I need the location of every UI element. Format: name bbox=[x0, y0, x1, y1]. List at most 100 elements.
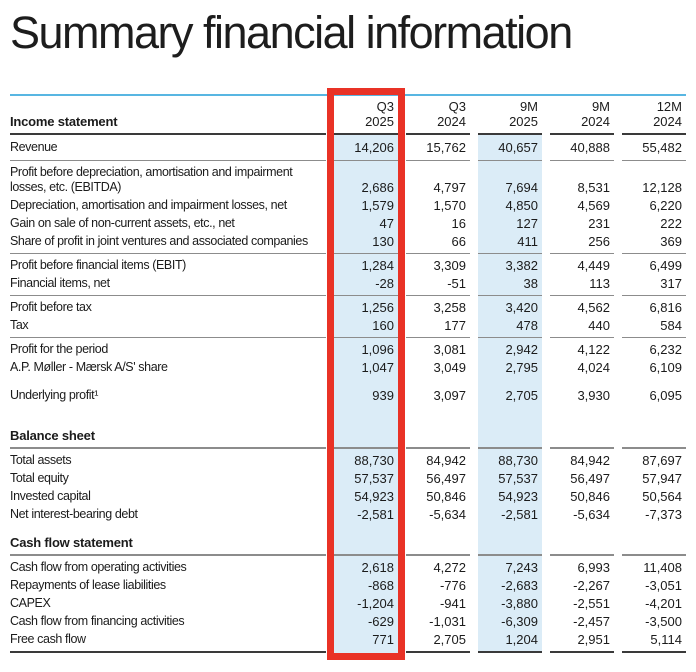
row-label: Total equity bbox=[10, 470, 69, 485]
value-cell: -629 bbox=[334, 612, 398, 631]
value-cell: 14,206 bbox=[334, 135, 398, 161]
value-cell: 4,024 bbox=[577, 360, 610, 375]
column-header-9m-2025: 9M 2025 bbox=[478, 96, 542, 135]
value-cell: 584 bbox=[622, 317, 686, 338]
row-label: A.P. Møller - Mærsk A/S' share bbox=[10, 360, 168, 374]
row-label: Financial items, net bbox=[10, 275, 326, 296]
value-cell: 113 bbox=[550, 275, 614, 296]
value-cell: 4,272 bbox=[433, 560, 466, 575]
column-year: 2024 bbox=[653, 114, 682, 129]
column-year: 2024 bbox=[437, 114, 466, 129]
value-cell: 1,047 bbox=[334, 358, 398, 377]
column-year: 2024 bbox=[581, 114, 610, 129]
value-cell: -2,457 bbox=[573, 614, 610, 629]
section-heading: Cash flow statement bbox=[10, 523, 326, 556]
value-cell: 55,482 bbox=[622, 135, 686, 161]
table-row-lease-repayments: Repayments of lease liabilities -868 -77… bbox=[10, 576, 686, 595]
table-row-ebitda: Profit before depreciation, amortisation… bbox=[10, 161, 686, 197]
value-cell: 54,923 bbox=[334, 487, 398, 505]
financial-table: Income statement Q3 2025 Q3 2024 9M 2025 9M… bbox=[2, 96, 694, 653]
row-label: Share of profit in joint ventures and as… bbox=[10, 233, 326, 254]
value-cell: 87,697 bbox=[642, 452, 682, 468]
table-row-share-of-profit: Share of profit in joint ventures and as… bbox=[10, 232, 686, 254]
value-cell: 478 bbox=[478, 316, 542, 338]
value-cell: 2,942 bbox=[478, 338, 542, 359]
value-cell: 4,850 bbox=[478, 196, 542, 215]
value-cell: 15,762 bbox=[406, 135, 470, 161]
value-cell: 2,951 bbox=[550, 631, 614, 653]
value-cell: 57,947 bbox=[642, 470, 682, 486]
value-cell: 4,562 bbox=[577, 300, 610, 315]
value-cell: -1,204 bbox=[334, 594, 398, 613]
table-row-profit-before-tax: Profit before tax 1,256 3,258 3,420 4,56… bbox=[10, 296, 686, 317]
column-period: 9M bbox=[591, 99, 610, 114]
row-label: CAPEX bbox=[10, 596, 51, 610]
value-cell: -3,051 bbox=[645, 578, 682, 593]
value-cell: 440 bbox=[550, 317, 614, 338]
value-cell: 3,081 bbox=[433, 342, 466, 357]
value-cell: 1,284 bbox=[334, 254, 398, 275]
table-row-capex: CAPEX -1,204 -941 -3,880 -2,551 -4,201 bbox=[10, 594, 686, 613]
column-period: Q3 bbox=[448, 99, 466, 114]
value-cell: 369 bbox=[622, 233, 686, 254]
table-row-underlying-profit: Underlying profit¹ 939 3,097 2,705 3,930… bbox=[10, 386, 686, 405]
table-row-depreciation: Depreciation, amortisation and impairmen… bbox=[10, 196, 686, 215]
section-heading-row-cash-flow: Cash flow statement bbox=[10, 523, 686, 556]
value-cell: 6,993 bbox=[577, 560, 610, 575]
table-row-gain-on-sale: Gain on sale of non-current assets, etc.… bbox=[10, 214, 686, 233]
column-period: 12M bbox=[656, 99, 682, 114]
section-heading: Balance sheet bbox=[10, 405, 326, 449]
value-cell: -1,031 bbox=[429, 614, 466, 629]
value-cell: 11,408 bbox=[643, 560, 682, 575]
value-cell: 231 bbox=[588, 216, 610, 231]
value-cell: -2,267 bbox=[573, 578, 610, 593]
value-cell: 4,797 bbox=[433, 180, 466, 195]
value-cell: 66 bbox=[406, 233, 470, 254]
value-cell: -4,201 bbox=[645, 596, 682, 611]
table-row-apmm-share: A.P. Møller - Mærsk A/S' share 1,047 3,0… bbox=[10, 358, 686, 377]
value-cell: 771 bbox=[334, 630, 398, 653]
row-label: Underlying profit¹ bbox=[10, 388, 98, 402]
value-cell: 3,382 bbox=[478, 254, 542, 275]
value-cell: 7,243 bbox=[478, 556, 542, 577]
column-header-q3-2024: Q3 2024 bbox=[406, 96, 470, 135]
column-year: 2025 bbox=[365, 114, 394, 129]
row-label: Net interest-bearing debt bbox=[10, 506, 138, 521]
table-row-profit-for-period: Profit for the period 1,096 3,081 2,942 … bbox=[10, 338, 686, 359]
value-cell: 40,657 bbox=[478, 135, 542, 161]
table-row-net-interest-bearing-debt: Net interest-bearing debt -2,581 -5,634 … bbox=[10, 505, 686, 523]
value-cell: 54,923 bbox=[478, 487, 542, 505]
value-cell: 4,122 bbox=[577, 342, 610, 357]
value-cell: 5,114 bbox=[622, 631, 686, 653]
value-cell: 3,309 bbox=[433, 258, 466, 273]
value-cell: -7,373 bbox=[645, 506, 682, 522]
column-header-9m-2024: 9M 2024 bbox=[550, 96, 614, 135]
row-label: Tax bbox=[10, 317, 326, 338]
table-row-financial-items: Financial items, net -28 -51 38 113 317 bbox=[10, 274, 686, 296]
row-label: Profit for the period bbox=[10, 342, 108, 356]
value-cell: 317 bbox=[622, 275, 686, 296]
value-cell: 3,420 bbox=[478, 296, 542, 317]
financial-table-container: Income statement Q3 2025 Q3 2024 9M 2025 9M… bbox=[10, 94, 686, 653]
value-cell: -5,634 bbox=[573, 506, 610, 522]
value-cell: -3,500 bbox=[645, 614, 682, 629]
value-cell: 57,537 bbox=[334, 469, 398, 487]
value-cell: 57,537 bbox=[478, 469, 542, 487]
value-cell: -868 bbox=[334, 576, 398, 595]
page-title: Summary financial information bbox=[10, 7, 573, 58]
table-row-cash-flow-operating: Cash flow from operating activities 2,61… bbox=[10, 556, 686, 577]
value-cell: 3,097 bbox=[433, 388, 466, 403]
value-cell: 939 bbox=[334, 386, 398, 405]
value-cell: 84,942 bbox=[570, 452, 610, 468]
table-row-tax: Tax 160 177 478 440 584 bbox=[10, 316, 686, 338]
value-cell: 6,220 bbox=[649, 198, 682, 213]
value-cell: 12,128 bbox=[642, 180, 682, 195]
value-cell: -3,880 bbox=[478, 594, 542, 613]
value-cell: 1,256 bbox=[334, 296, 398, 317]
value-cell: 3,258 bbox=[433, 300, 466, 315]
row-label: Cash flow from financing activities bbox=[10, 614, 185, 628]
value-cell: 6,499 bbox=[649, 258, 682, 273]
column-period: 9M bbox=[519, 99, 538, 114]
value-cell: 2,705 bbox=[406, 631, 470, 653]
table-row-total-assets: Total assets 88,730 84,942 88,730 84,942… bbox=[10, 448, 686, 469]
